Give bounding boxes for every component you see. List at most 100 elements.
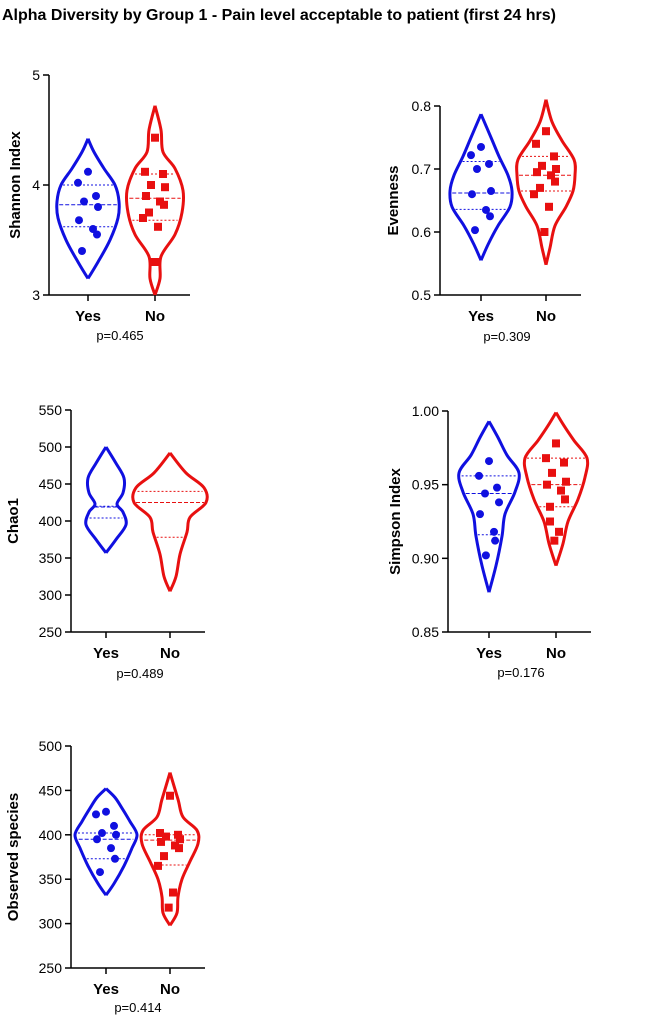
x-category-label-yes: Yes [75, 308, 101, 325]
y-tick-label: 450 [39, 476, 63, 492]
y-tick-label: 250 [39, 624, 63, 640]
p-value-label: p=0.414 [114, 1000, 161, 1015]
y-tick-label: 0.5 [412, 287, 432, 303]
data-point-yes [485, 159, 493, 168]
violin-no-left [522, 411, 558, 567]
data-point-yes [487, 187, 495, 196]
data-point-yes [102, 807, 110, 816]
violin-yes-right [104, 446, 128, 554]
p-value-label: p=0.489 [116, 666, 163, 681]
violin-panel-3: 250 300 350 400 450 500 550 Chao1 Yes No p=0.489 [5, 402, 209, 681]
data-point-yes [473, 165, 481, 173]
violin-yes-left [73, 787, 108, 897]
data-point-yes [495, 498, 503, 507]
y-axis-label: Simpson Index [387, 468, 404, 575]
y-tick-label: 4 [32, 177, 40, 193]
data-point-yes [98, 829, 106, 838]
data-point-no [151, 133, 159, 142]
data-point-yes [93, 230, 101, 239]
data-point-yes [485, 457, 493, 466]
data-point-yes [468, 190, 476, 199]
p-value-label: p=0.465 [96, 328, 143, 343]
data-point-yes [493, 483, 501, 492]
data-point-no [552, 439, 560, 448]
data-point-yes [491, 536, 500, 545]
y-tick-label: 3 [32, 287, 40, 303]
data-point-no [166, 791, 174, 800]
y-tick-label: 550 [39, 402, 63, 418]
violin-no-left [139, 772, 172, 927]
y-tick-label: 500 [39, 439, 63, 455]
data-point-no [533, 168, 541, 177]
data-point-no [560, 458, 568, 467]
data-point-no [540, 228, 549, 236]
data-point-no [164, 903, 173, 912]
data-point-no [548, 468, 556, 477]
y-axis-label: Evenness [385, 165, 402, 235]
data-point-no [161, 183, 169, 192]
violin-yes-left [55, 138, 90, 280]
data-point-yes [96, 868, 104, 877]
x-category-label-no: No [145, 308, 165, 325]
y-tick-label: 0.6 [412, 224, 432, 240]
y-tick-label: 300 [39, 916, 63, 932]
violin-yes-left [84, 446, 108, 554]
violin-no-left [131, 451, 172, 592]
y-tick-label: 5 [32, 67, 40, 83]
y-tick-label: 0.95 [412, 477, 439, 493]
violin-panel-5: 250 300 350 400 450 500 Observed species Yes No p… [5, 738, 205, 1015]
data-point-no [551, 177, 559, 186]
data-point-no [147, 181, 155, 189]
data-point-yes [481, 551, 490, 560]
p-value-label: p=0.309 [483, 329, 530, 344]
data-point-no [547, 171, 555, 180]
data-point-yes [84, 167, 92, 176]
data-point-no [550, 152, 558, 161]
data-point-yes [93, 835, 101, 844]
data-point-no [543, 480, 551, 489]
data-point-yes [74, 178, 82, 187]
x-category-label-yes: Yes [93, 645, 119, 662]
y-tick-label: 250 [39, 960, 63, 976]
data-point-yes [92, 810, 100, 819]
data-point-no [546, 517, 554, 526]
y-tick-label: 0.8 [412, 98, 432, 114]
y-tick-label: 0.90 [412, 550, 439, 566]
violin-no-right [544, 99, 577, 266]
data-point-no [159, 170, 167, 178]
data-point-no [160, 200, 168, 209]
y-tick-label: 450 [39, 782, 63, 798]
data-point-yes [80, 197, 88, 206]
data-point-no [174, 830, 182, 839]
x-category-label-no: No [546, 645, 566, 662]
violin-yes-left [448, 113, 483, 261]
data-point-no [156, 829, 164, 838]
data-point-yes [477, 142, 485, 151]
y-tick-label: 0.85 [412, 624, 439, 640]
data-point-yes [112, 830, 120, 839]
y-tick-label: 350 [39, 550, 63, 566]
data-point-yes [78, 247, 86, 255]
violin-no-right [168, 772, 201, 927]
y-tick-label: 0.7 [412, 161, 432, 177]
data-point-no [546, 502, 554, 511]
data-point-no [175, 844, 183, 853]
data-point-yes [111, 854, 119, 863]
y-tick-label: 300 [39, 587, 63, 603]
violin-panel-4: 0.85 0.90 0.95 1.00 Simpson Index Yes Nop=0.17… [387, 403, 591, 680]
violin-panel-1: 3 4 5 Shannon Index Yes Nop=0.465 [7, 67, 190, 343]
data-point-no [550, 536, 559, 545]
data-point-no [532, 139, 540, 148]
data-point-no [545, 202, 553, 211]
p-value-label: p=0.176 [497, 665, 544, 680]
data-point-no [139, 214, 147, 222]
y-tick-label: 1.00 [412, 403, 439, 419]
y-axis-label: Shannon Index [7, 131, 24, 239]
data-point-no [552, 165, 560, 173]
data-point-no [562, 477, 570, 486]
violin-yes-left [457, 420, 491, 593]
x-category-label-no: No [160, 981, 180, 998]
data-point-no [176, 835, 184, 844]
x-category-label-yes: Yes [93, 981, 119, 998]
